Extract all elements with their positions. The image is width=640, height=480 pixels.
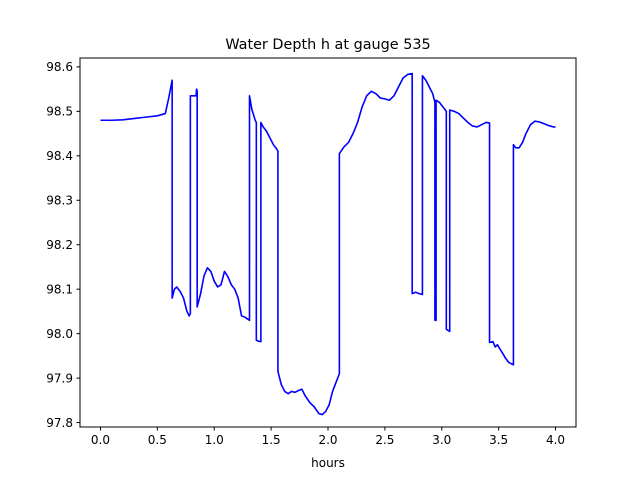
x-tick-label: 0.0 [91,433,110,447]
x-tick-label: 0.5 [148,433,167,447]
y-tick-label: 98.0 [46,327,73,341]
x-tick-label: 2.0 [318,433,337,447]
y-axis-ticks: 97.8 97.9 98.0 98.1 98.2 98.3 98.4 98.5 98.6 [46,60,80,430]
chart-title: Water Depth h at gauge 535 [225,37,430,53]
axes-frame [79,57,577,428]
x-tick-label: 1.5 [262,433,281,447]
x-tick-label: 1.0 [205,433,224,447]
y-tick-label: 98.4 [46,149,73,163]
y-tick-label: 98.6 [46,60,73,74]
x-tick-label: 4.0 [546,433,565,447]
y-tick-label: 97.8 [46,416,73,430]
x-tick-label: 2.5 [375,433,394,447]
series-line [100,72,556,416]
y-tick-label: 98.1 [46,282,73,296]
x-axis-label: hours [311,456,345,470]
x-axis-ticks: 0.0 0.5 1.0 1.5 2.0 2.5 3.0 3.5 4.0 [91,427,565,447]
x-tick-label: 3.5 [489,433,508,447]
y-tick-label: 98.2 [46,238,73,252]
y-tick-label: 98.3 [46,194,73,208]
y-tick-label: 97.9 [46,371,73,385]
x-tick-label: 3.0 [432,433,451,447]
y-tick-label: 98.5 [46,105,73,119]
